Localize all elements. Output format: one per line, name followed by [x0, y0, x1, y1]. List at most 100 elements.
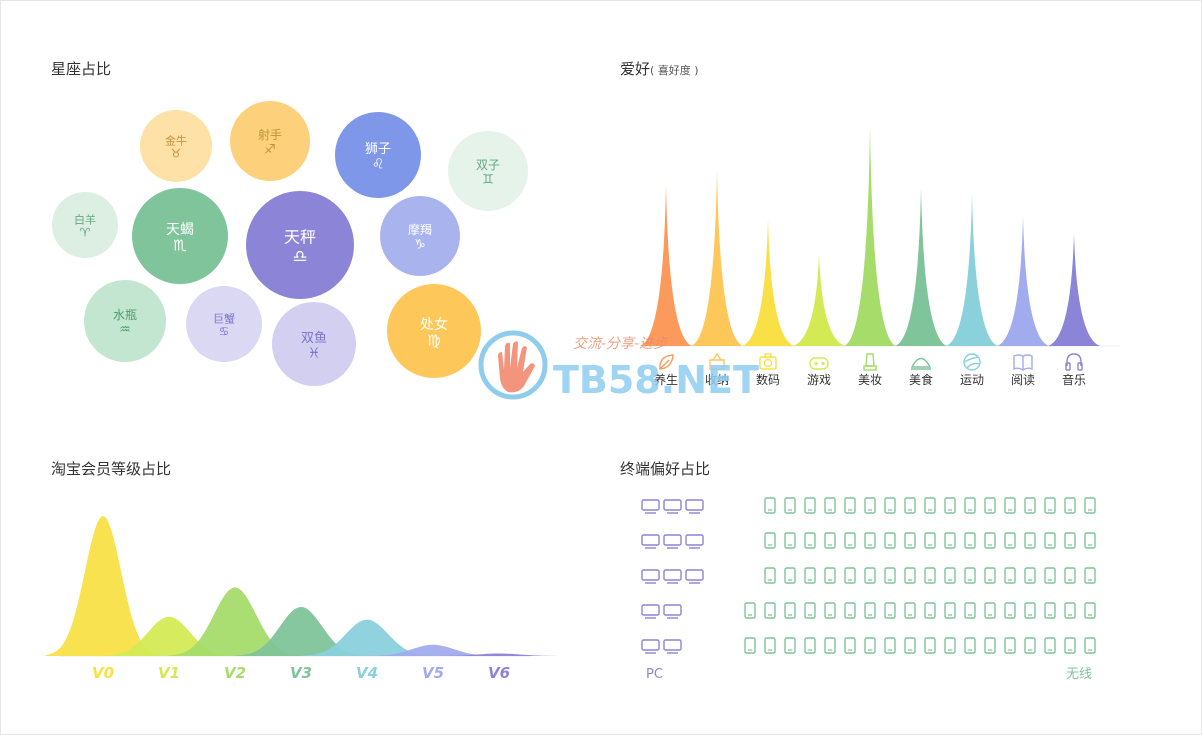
- phone-icon: [1024, 637, 1036, 654]
- bubble-label: 双子: [476, 158, 500, 172]
- phone-icon: [824, 602, 836, 619]
- terminal-pictogram-chart: PC 无线: [641, 497, 1096, 682]
- phone-icon: [904, 637, 916, 654]
- spike-4[interactable]: [793, 253, 845, 346]
- monitor-icon: [641, 499, 660, 514]
- phone-icon: [864, 602, 876, 619]
- bubble-3[interactable]: 狮子♌: [335, 112, 421, 198]
- monitor-icon: [663, 639, 682, 654]
- phone-icon: [1044, 532, 1056, 549]
- monitor-icon: [641, 534, 660, 549]
- bubble-6[interactable]: 天蝎♏: [132, 188, 228, 284]
- bubble-10[interactable]: 巨蟹♋: [186, 286, 262, 362]
- member-area-4[interactable]: [233, 607, 369, 656]
- bubble-label: 水瓶: [113, 308, 137, 322]
- phone-icon: [904, 567, 916, 584]
- member-area-3[interactable]: [167, 587, 303, 656]
- phone-icon: [964, 602, 976, 619]
- bubble-8[interactable]: 摩羯♑: [380, 196, 460, 276]
- bubble-label: 天蝎: [166, 222, 194, 238]
- hobby-title-sub: ( 喜好度 ): [650, 64, 699, 77]
- phone-icon: [984, 567, 996, 584]
- bubble-2[interactable]: 射手♐: [230, 101, 310, 181]
- phone-icon: [984, 602, 996, 619]
- phone-icon: [1084, 637, 1096, 654]
- bubble-4[interactable]: 双子♊: [448, 131, 528, 211]
- phone-icon: [824, 532, 836, 549]
- bubble-label: 金牛: [165, 133, 187, 147]
- bubble-9[interactable]: 水瓶♒: [84, 280, 166, 362]
- monitor-icon: [663, 499, 682, 514]
- member-area-6[interactable]: [365, 644, 501, 656]
- spike-9[interactable]: [1048, 233, 1100, 346]
- spike-1[interactable]: [640, 185, 692, 346]
- zodiac-symbol-icon: ♈: [80, 226, 91, 240]
- phone-icon: [884, 602, 896, 619]
- bubble-label: 摩羯: [408, 222, 432, 237]
- bubble-circle: [230, 101, 310, 181]
- member-level-label: V0: [92, 664, 114, 682]
- bubble-circle: [380, 196, 460, 276]
- bubble-label: 射手: [258, 127, 282, 142]
- phone-icon: [1024, 497, 1036, 514]
- phone-icon: [864, 532, 876, 549]
- phone-icon: [824, 637, 836, 654]
- member-level-label: V5: [422, 664, 444, 682]
- member-level-label: V6: [488, 664, 510, 682]
- phone-icon: [784, 567, 796, 584]
- phone-icon: [804, 602, 816, 619]
- monitor-icon: [685, 534, 704, 549]
- phone-icon: [784, 637, 796, 654]
- member-level-chart: V0 V1 V2 V3 V4 V5 V6: [45, 516, 567, 682]
- watermark-logo: 交流-分享-进步 TB58.NET: [478, 330, 759, 402]
- constellation-bubble-chart: 金牛♉射手♐ 狮子♌ 双子♊ 白羊♈ 天蝎♏ 天秤♎ 摩羯♑ 水瓶♒ 巨蟹♋ 双鱼♓ 处女♍: [52, 101, 528, 386]
- gamepad-icon: [809, 357, 829, 370]
- terminal-title: 终端偏好占比: [620, 460, 711, 478]
- member-level-label: V3: [290, 664, 312, 682]
- member-area-1[interactable]: [45, 516, 161, 656]
- phone-icon: [1084, 532, 1096, 549]
- phone-icon: [764, 637, 776, 654]
- phone-icon: [944, 637, 956, 654]
- phone-icon: [1044, 637, 1056, 654]
- phone-icon: [904, 532, 916, 549]
- phone-icon: [1064, 637, 1076, 654]
- hobby-category-label: 美妆: [858, 373, 882, 387]
- constellation-title: 星座占比: [51, 60, 112, 78]
- phone-icon: [744, 602, 756, 619]
- spike-2[interactable]: [691, 170, 743, 346]
- bubble-11[interactable]: 双鱼♓: [272, 302, 356, 386]
- spike-5[interactable]: [844, 126, 896, 346]
- hobby-category-label: 养生: [654, 372, 678, 387]
- phone-icon: [924, 532, 936, 549]
- phone-icon: [844, 497, 856, 514]
- bubble-5[interactable]: 白羊♈: [52, 192, 118, 258]
- phone-icon: [764, 567, 776, 584]
- phone-icon: [1064, 602, 1076, 619]
- bubble-circle: [186, 286, 262, 362]
- spike-3[interactable]: [742, 218, 794, 346]
- hobby-category-label: 音乐: [1062, 372, 1086, 387]
- phone-icon: [924, 567, 936, 584]
- camera-icon: [759, 353, 777, 370]
- bubble-7[interactable]: 天秤♎: [246, 191, 354, 299]
- hobby-title: 爱好( 喜好度 ): [620, 58, 699, 79]
- spike-7[interactable]: [946, 194, 998, 346]
- member-level-label: V2: [224, 664, 246, 682]
- bubble-circle: [448, 131, 528, 211]
- phone-icon: [804, 532, 816, 549]
- phone-icon: [804, 637, 816, 654]
- phone-icon: [744, 637, 756, 654]
- phone-icon: [944, 497, 956, 514]
- phone-icon: [804, 567, 816, 584]
- spike-8[interactable]: [997, 216, 1049, 346]
- bubble-12[interactable]: 处女♍: [387, 284, 481, 378]
- phone-icon: [824, 497, 836, 514]
- member-area-5[interactable]: [299, 619, 435, 656]
- member-area-7[interactable]: [431, 653, 567, 657]
- bubble-1[interactable]: 金牛♉: [140, 110, 212, 182]
- spike-6[interactable]: [895, 187, 947, 346]
- phone-icon: [784, 602, 796, 619]
- phone-icon: [964, 567, 976, 584]
- phone-icon: [784, 532, 796, 549]
